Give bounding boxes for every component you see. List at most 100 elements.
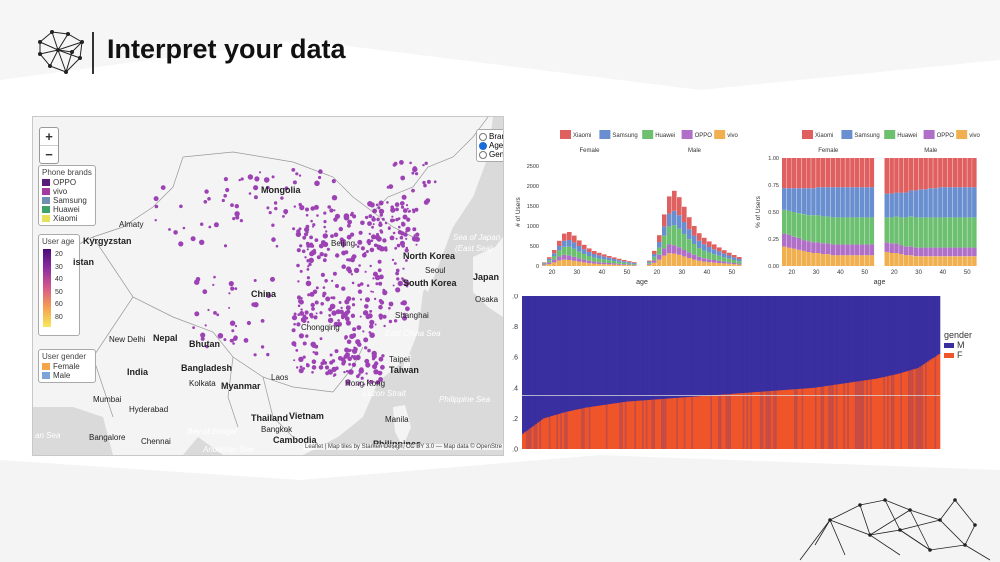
bar-oppo [622,264,627,265]
bar-vivo [572,260,577,266]
bar-vivo [737,264,742,266]
user-location-dot [310,341,317,348]
bar-female-share [902,372,905,449]
bar-huawei [617,261,622,264]
user-location-dot [230,203,234,207]
user-location-dot [340,306,343,310]
bar-samsung [786,188,792,211]
user-location-dot [329,353,333,357]
bar-female-share [930,359,933,449]
bar-female-share [573,410,576,449]
user-location-dot [328,314,332,317]
bar-xiaomi [652,250,657,254]
user-location-dot [371,353,377,359]
bar-female-share [601,405,604,449]
map-attribution[interactable]: Leaflet | Map tiles by Stamen Design, CC… [303,444,503,450]
bar-vivo [899,254,904,266]
bar-samsung [957,187,962,218]
user-location-dot [253,353,257,357]
bar-male-share [548,296,551,417]
user-location-dot [351,297,355,301]
facet-title-male: Male [924,148,938,154]
y-tick-label: 0.50 [768,210,779,216]
user-location-dot [330,234,334,238]
bar-female-share [883,377,886,449]
radio-selected-icon[interactable] [479,141,487,150]
bar-female-share [734,393,737,449]
user-location-dot [329,360,334,365]
user-location-dot [360,376,364,380]
bar-xiaomi [612,257,617,259]
bar-female-share [535,423,538,449]
bar-xiaomi [923,158,928,190]
bar-samsung [672,210,677,226]
bar-samsung [855,187,860,218]
bar-male-share [713,296,717,396]
age-tick-60: 60 [55,301,63,308]
bar-female-share [934,356,937,449]
user-location-dot [239,219,243,223]
radio-icon[interactable] [479,150,487,159]
view-option-age[interactable]: Age [479,141,503,150]
bar-samsung [859,187,865,218]
bar-male-share [674,296,677,398]
bar-male-share [731,296,734,394]
user-location-dot [328,307,333,312]
user-location-dot [383,324,386,328]
bar-oppo [687,252,692,258]
bar-female-share [712,395,715,449]
y-tick-label: 0 [536,264,539,270]
bar-oppo [667,244,672,254]
map-label-mongolia: Mongolia [261,185,301,195]
bar-female-share [808,388,812,449]
bar-male-share [533,296,536,426]
bar-female-share [873,378,876,449]
bar-male-share [856,296,859,382]
bar-oppo [942,247,948,257]
bar-female-share [816,387,819,449]
zoom-in-button[interactable]: + [40,128,58,146]
bar-oppo [855,244,860,256]
map-label-nepal: Nepal [153,333,178,343]
bar-huawei [647,262,652,264]
zoom-out-button[interactable]: − [45,147,53,162]
gender-f-label: F [957,350,963,360]
user-location-dot [356,245,360,248]
bar-xiaomi [552,250,557,254]
user-location-dot [426,179,431,184]
user-location-dot [400,231,405,236]
bar-male-share [645,296,648,401]
bar-huawei [707,252,712,260]
user-location-dot [367,221,372,226]
bar-oppo [825,243,831,255]
age-tick-40: 40 [55,276,63,283]
radio-icon[interactable] [479,132,487,141]
user-location-dot [258,171,262,174]
zoom-control[interactable]: + − [39,127,59,164]
view-option-brand[interactable]: Bran [479,132,503,141]
bar-xiaomi [894,158,899,193]
user-location-dot [312,223,316,227]
bar-male-share [729,296,732,394]
user-location-dot [213,222,219,228]
bar-samsung [722,253,727,258]
user-location-dot [296,248,301,253]
view-mode-selector[interactable]: Bran Age Gend [476,129,503,162]
map-label-almaty: Almaty [119,220,144,229]
user-location-dot [310,206,316,211]
view-option-gender[interactable]: Gend [479,150,503,159]
user-location-dot [357,283,361,287]
user-location-dot [232,217,236,221]
bar-female-share [807,388,810,449]
user-location-dot [348,369,354,375]
bar-female-share [869,379,872,449]
map-label-philippine-sea: Philippine Sea [439,395,491,404]
user-location-dot [192,326,196,329]
legend-swatch-oppo [681,130,693,139]
china-map[interactable]: + − Phone brands OPPO vivo Samsung Huawe… [32,116,504,456]
bar-samsung [627,262,632,264]
bar-huawei [786,210,792,235]
bar-male-share [573,296,576,411]
map-label-manila: Manila [385,415,409,424]
user-location-dot [309,291,315,297]
